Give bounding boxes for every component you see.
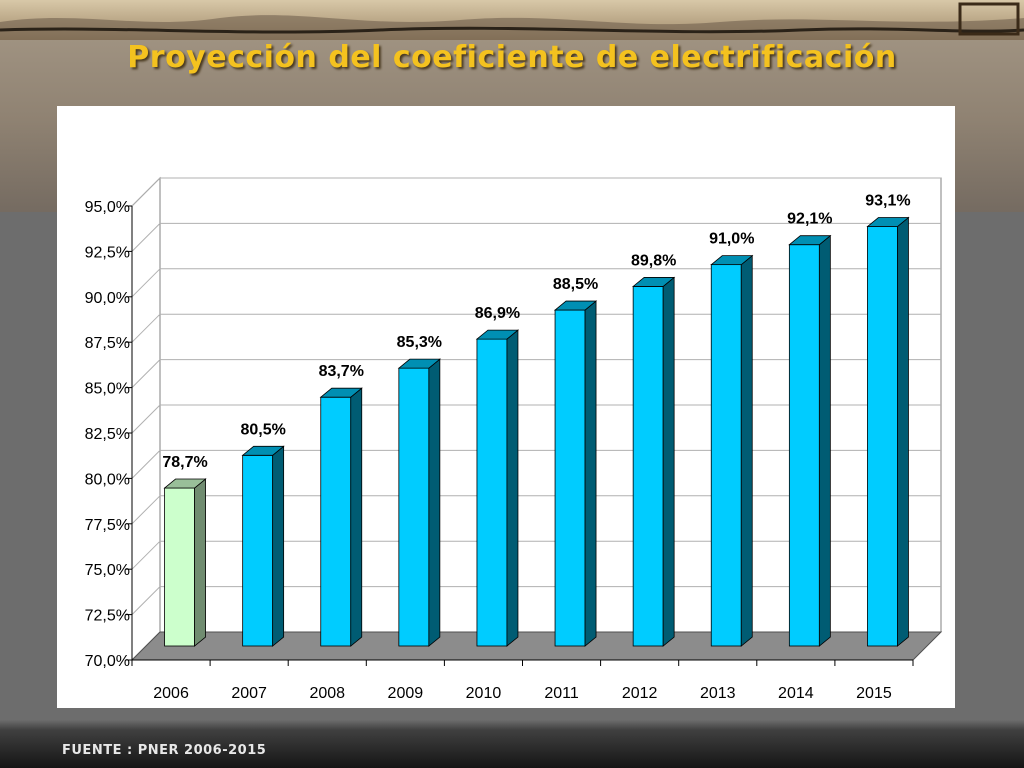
bar-top [319,387,363,398]
gridline-side [131,177,161,207]
x-tick-label: 2015 [856,685,892,702]
gridline-side [131,268,161,298]
gridline-side [131,223,161,252]
data-label: 92,1% [787,211,832,228]
bar-2006 [163,478,207,647]
bar-top [475,329,520,340]
bar-chart: 70,0% 72,5% 75,0% 77,5% 80,0% 82,5% 85,0% 87,5%… [85,176,943,702]
x-tick-label: 2014 [778,685,814,702]
bar-front [476,338,508,647]
y-tick-label: 80,0% [85,471,130,488]
bar-top [866,217,910,227]
bar-side [740,254,753,647]
x-tick-label: 2012 [622,685,658,702]
bar-2010 [475,329,520,647]
bar-top [241,445,285,456]
bar-2007 [241,445,285,647]
bar-top [553,300,598,311]
bars [163,216,910,647]
data-label: 80,5% [240,421,285,438]
y-tick-label: 87,5% [85,335,130,352]
x-tick-label: 2006 [153,685,189,702]
data-label: 91,0% [709,231,754,248]
bar-front [710,264,742,647]
bar-side [584,300,597,647]
bar-top [710,255,754,266]
bar-side [818,234,831,647]
bar-side [350,387,363,647]
data-label: 83,7% [319,363,364,380]
bar-side [194,478,206,647]
bar-2015 [866,216,910,647]
gridline-side [131,586,161,615]
y-tick-label: 92,5% [85,244,130,261]
y-axis: 70,0% 72,5% 75,0% 77,5% 80,0% 82,5% 85,0% 87,5%… [85,199,133,670]
header-banner [0,0,1024,40]
data-label: 89,8% [631,252,676,269]
x-tick-label: 2011 [544,685,579,702]
bar-front [788,244,820,647]
bar-side [272,445,285,647]
source-note: FUENTE : PNER 2006-2015 [62,743,267,758]
bar-2012 [632,276,676,647]
bar-side [897,216,909,647]
gridline-side [131,450,161,479]
bar-front [242,454,274,647]
bar-side [506,329,519,647]
x-axis: 2006 2007 2008 2009 2010 2011 2012 2013 2014 2015 [131,660,914,702]
x-tick-label: 2010 [466,685,502,702]
bar-top [163,478,207,489]
y-tick-label: 70,0% [85,653,130,670]
bar-side [662,276,675,647]
y-tick-label: 90,0% [85,290,130,307]
data-label: 88,5% [553,276,598,293]
gridline-side [131,359,161,388]
bar-2008 [319,387,363,647]
bar-2013 [710,254,754,647]
data-label: 85,3% [397,334,442,351]
bar-top [632,277,676,287]
bar-top [788,235,832,246]
x-tick-label: 2013 [700,685,736,702]
y-tick-label: 75,0% [85,562,130,579]
data-label: 78,7% [162,454,207,471]
bar-2009 [397,358,441,647]
x-tick-label: 2008 [309,685,345,702]
bar-2014 [788,234,832,647]
gridline-side [131,313,161,343]
y-tick-label: 72,5% [85,608,130,625]
y-tick-label: 85,0% [85,381,130,398]
bar-front [320,396,352,647]
y-tick-label: 77,5% [85,517,130,534]
gridline-side [131,404,161,434]
bar-front [398,367,430,647]
data-labels: 78,7% 80,5% 83,7% 85,3% 86,9% 88,5% 89,8% 91,0%… [162,193,910,472]
x-tick-label: 2007 [231,685,267,702]
gridline-side [131,540,161,570]
bar-front [867,226,898,647]
bar-front [632,286,664,647]
gridline-side [131,495,161,525]
y-tick-label: 82,5% [85,426,130,443]
chart-panel: 70,0% 72,5% 75,0% 77,5% 80,0% 82,5% 85,0% 87,5%… [57,106,955,708]
bar-front [554,309,586,647]
bar-2011 [553,300,598,647]
x-tick-label: 2009 [388,685,424,702]
bar-top [397,358,441,369]
data-label: 93,1% [865,193,910,210]
bar-front [164,487,195,647]
data-label: 86,9% [475,305,520,322]
y-tick-label: 95,0% [85,199,130,216]
bar-side [428,358,441,647]
slide-title: Proyección del coeficiente de electrific… [127,40,897,75]
